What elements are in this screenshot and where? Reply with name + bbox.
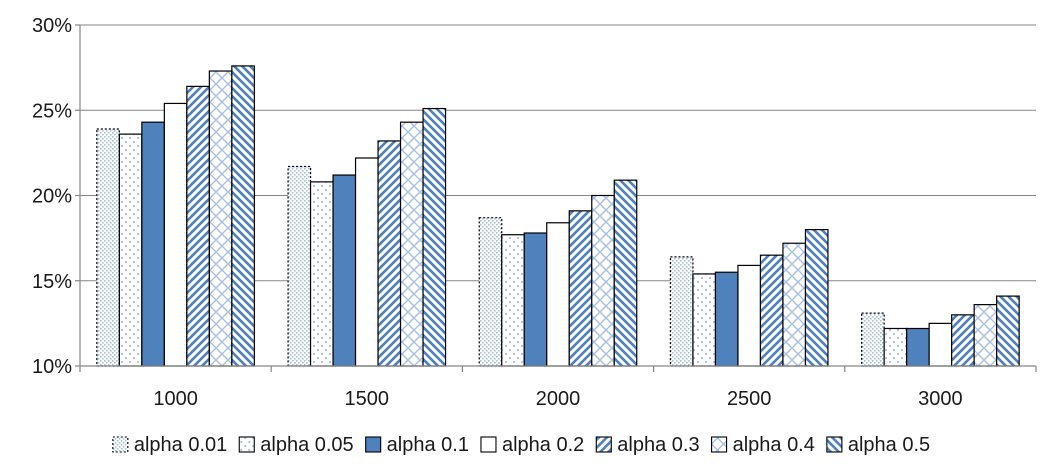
legend-swatch: [238, 436, 255, 453]
legend-swatch: [595, 436, 612, 453]
legend-item: alpha 0.05: [238, 434, 354, 456]
bar: [714, 271, 739, 367]
legend-label: alpha 0.1: [387, 434, 469, 456]
bar: [861, 312, 885, 367]
y-tick-label: 15%: [32, 271, 72, 293]
bar: [287, 165, 312, 367]
bar: [996, 295, 1020, 367]
legend-swatch: [711, 436, 728, 453]
x-tick-label: 2000: [536, 388, 581, 410]
bars: [96, 65, 1020, 367]
bar: [332, 174, 357, 367]
bar: [163, 102, 188, 367]
legend-label: alpha 0.5: [848, 434, 930, 456]
bar: [951, 314, 975, 367]
bar: [546, 222, 570, 367]
bar: [782, 242, 807, 367]
bar: [231, 65, 255, 367]
bar: [669, 256, 694, 367]
bar: [692, 273, 717, 367]
x-tick-label: 3000: [918, 388, 963, 410]
bar: [208, 70, 233, 367]
bar: [523, 232, 548, 367]
bar: [737, 264, 762, 367]
bar: [613, 179, 638, 367]
legend-swatch: [112, 436, 129, 453]
bar: [377, 140, 402, 367]
y-tick-label: 10%: [32, 356, 72, 378]
legend-label: alpha 0.01: [134, 434, 227, 456]
bar: [804, 229, 829, 367]
bar: [422, 107, 447, 367]
x-tick-label: 2500: [727, 388, 772, 410]
bar: [759, 254, 784, 367]
bar: [399, 121, 424, 367]
y-tick-label: 30%: [32, 15, 72, 37]
bar: [309, 181, 334, 367]
x-tick-label: 1000: [153, 388, 198, 410]
legend-label: alpha 0.3: [617, 434, 699, 456]
bar: [591, 194, 615, 367]
legend-item: alpha 0.01: [112, 434, 227, 456]
bar: [973, 304, 998, 367]
legend-swatch: [480, 436, 497, 453]
bar: [568, 210, 593, 367]
bar: [118, 133, 143, 367]
legend-swatch: [365, 436, 382, 453]
bar: [906, 327, 930, 367]
bar: [501, 234, 525, 367]
bar: [96, 128, 120, 367]
bar: [928, 322, 953, 367]
x-axis-tick-labels: 1000 1500 2000 2500 3000: [153, 388, 962, 410]
legend-label: alpha 0.2: [502, 434, 584, 456]
legend-item: alpha 0.2: [480, 434, 584, 456]
legend-item: alpha 0.4: [711, 434, 815, 456]
y-axis-tick-labels: 10% 15% 20% 25% 30%: [32, 15, 72, 378]
axes: [75, 24, 1037, 372]
bar: [186, 85, 210, 367]
x-tick-label: 1500: [345, 388, 390, 410]
bar: [141, 121, 165, 367]
legend-item: alpha 0.3: [595, 434, 700, 456]
bar: [883, 327, 908, 367]
legend-swatch: [826, 436, 843, 453]
legend: alpha 0.01 alpha 0.05 alpha 0.1 alpha 0.2 al…: [112, 434, 930, 456]
legend-item: alpha 0.1: [365, 434, 469, 456]
legend-label: alpha 0.05: [260, 434, 353, 456]
y-tick-label: 20%: [32, 186, 72, 208]
bar: [478, 217, 503, 367]
y-tick-label: 25%: [32, 100, 72, 122]
legend-label: alpha 0.4: [733, 434, 815, 456]
bar: [354, 157, 379, 367]
legend-item: alpha 0.5: [826, 434, 930, 456]
